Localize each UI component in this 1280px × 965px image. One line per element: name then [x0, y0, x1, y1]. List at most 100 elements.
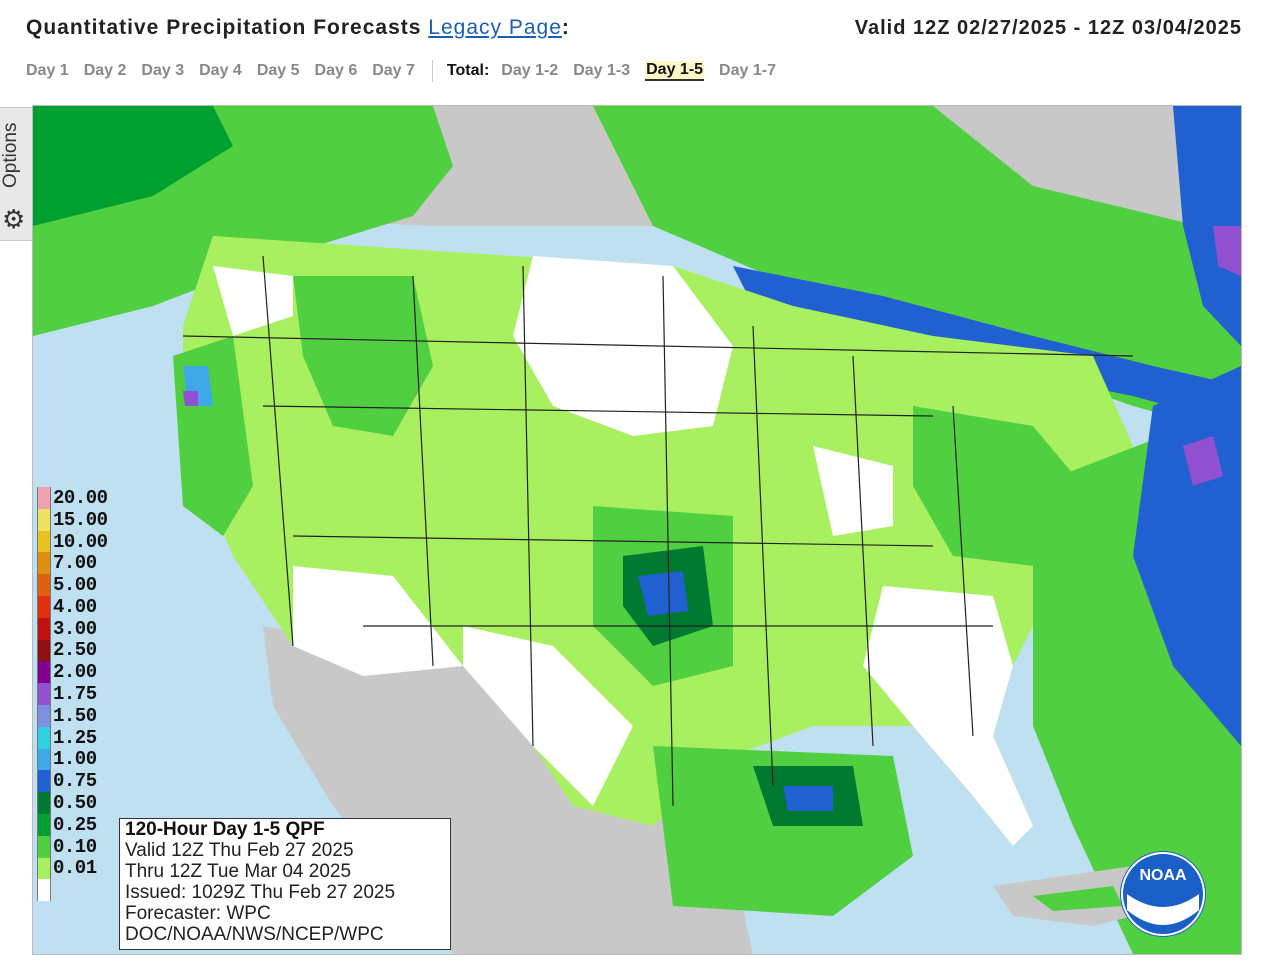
legend-swatch [37, 813, 51, 836]
legend-label: 0.01 [53, 857, 97, 880]
legend-label: 20.00 [53, 486, 108, 509]
legend-swatch [37, 487, 51, 509]
info-title: 120-Hour Day 1-5 QPF [125, 819, 325, 840]
tab-day-3[interactable]: Day 3 [141, 62, 185, 79]
precip-california-max [183, 391, 198, 406]
tab-day-1-3[interactable]: Day 1-3 [573, 62, 631, 79]
legend-swatch [37, 726, 51, 749]
legend-row: 3.00 [37, 618, 121, 640]
precip-cuba [1033, 886, 1123, 911]
tab-day-1-7[interactable]: Day 1-7 [719, 62, 776, 79]
title-text: Quantitative Precipitation Forecasts [26, 16, 422, 39]
dry-northern-plains [513, 256, 733, 436]
info-agency: DOC/NOAA/NWS/NCEP/WPC [125, 924, 384, 945]
precip-gulf-max [783, 786, 833, 811]
legend-row: 20.00 [37, 487, 121, 509]
legend-row: 1.50 [37, 705, 121, 727]
legend-label: 1.25 [53, 726, 97, 749]
precip-pacific-canada-heavy [33, 106, 233, 226]
legend-label: 3.00 [53, 617, 97, 640]
tab-day-1-5[interactable]: Day 1-5 [645, 61, 705, 81]
legend-swatch [37, 879, 51, 902]
info-valid: Valid 12Z Thu Feb 27 2025 [125, 840, 354, 861]
tab-day-1[interactable]: Day 1 [26, 62, 69, 79]
legend-swatch [37, 792, 51, 814]
dry-texas [463, 626, 633, 806]
legend-row: 0.75 [37, 770, 121, 792]
dry-northwest [213, 266, 293, 336]
precip-newfoundland-max [1213, 226, 1241, 276]
legend-row: 15.00 [37, 509, 121, 531]
title-colon: : [561, 16, 570, 39]
tab-day-2[interactable]: Day 2 [83, 62, 127, 79]
precip-offshore-max [1183, 436, 1223, 486]
legend-row [37, 879, 121, 902]
legend-label: 15.00 [53, 508, 108, 531]
precip-legend: 20.00 15.00 10.00 7.00 5.00 4.00 3.00 2.… [37, 487, 121, 902]
legend-swatch [37, 617, 51, 640]
total-label: Total: [446, 62, 490, 79]
tab-day-7[interactable]: Day 7 [372, 62, 415, 79]
noaa-logo: NOAA [1120, 851, 1206, 937]
precip-northern-rockies [293, 276, 433, 436]
tab-day-4[interactable]: Day 4 [199, 62, 242, 79]
day-tabs: Day 1 Day 2 Day 3 Day 4 Day 5 Day 6 Day … [26, 60, 791, 82]
legacy-page-link[interactable]: Legacy Page [428, 16, 562, 39]
legend-swatch [37, 595, 51, 618]
legend-label: 1.75 [53, 683, 97, 706]
legend-swatch [37, 552, 51, 575]
legend-swatch [37, 857, 51, 880]
legend-label: 7.00 [53, 552, 97, 575]
legend-row: 0.25 [37, 814, 121, 836]
legend-row: 1.00 [37, 748, 121, 771]
dry-southeast [863, 586, 1033, 846]
legend-swatch [37, 835, 51, 858]
legend-row: 2.00 [37, 661, 121, 683]
legend-label: 4.00 [53, 595, 97, 618]
legend-swatch [37, 530, 51, 553]
legend-row: 0.10 [37, 836, 121, 858]
legend-row: 1.75 [37, 683, 121, 705]
legend-label: 0.10 [53, 835, 97, 858]
legend-row: 4.00 [37, 596, 121, 618]
legend-label: 0.50 [53, 792, 97, 815]
legend-row: 0.50 [37, 792, 121, 814]
legend-label: 2.50 [53, 639, 97, 662]
options-panel-toggle[interactable]: Options ⚙ [0, 107, 35, 241]
info-forecaster: Forecaster: WPC [125, 903, 271, 924]
legend-label: 1.50 [53, 704, 97, 727]
forecast-info-box: 120-Hour Day 1-5 QPF Valid 12Z Thu Feb 2… [119, 818, 451, 950]
precip-oklahoma-max [638, 571, 688, 616]
page-title: Quantitative Precipitation Forecasts Leg… [26, 16, 570, 40]
dry-ohio-valley [813, 446, 893, 536]
tab-divider [431, 60, 433, 82]
noaa-logo-text: NOAA [1139, 867, 1187, 884]
legend-label: 1.00 [53, 748, 97, 771]
info-thru: Thru 12Z Tue Mar 04 2025 [125, 861, 352, 882]
tab-day-1-2[interactable]: Day 1-2 [501, 62, 559, 79]
legend-label: 2.00 [53, 661, 97, 684]
dry-southwest [293, 566, 463, 676]
legend-row: 2.50 [37, 639, 121, 662]
legend-swatch [37, 748, 51, 771]
legend-swatch [37, 683, 51, 705]
mexico-land [263, 626, 753, 954]
tab-day-5[interactable]: Day 5 [256, 62, 300, 79]
legend-swatch [37, 661, 51, 684]
precip-labrador [1173, 106, 1241, 346]
legend-swatch [37, 704, 51, 727]
legend-row: 5.00 [37, 574, 121, 596]
info-issued: Issued: 1029Z Thu Feb 27 2025 [125, 882, 396, 903]
options-label: Options [0, 122, 21, 188]
legend-swatch [37, 770, 51, 793]
legend-row: 0.01 [37, 857, 121, 880]
legend-label: 0.75 [53, 770, 97, 793]
legend-swatch [37, 574, 51, 596]
legend-row: 10.00 [37, 531, 121, 553]
gear-icon: ⚙ [2, 204, 26, 234]
legend-row: 7.00 [37, 552, 121, 574]
legend-swatch [37, 639, 51, 662]
legend-label: 5.00 [53, 574, 97, 597]
tab-day-6[interactable]: Day 6 [314, 62, 358, 79]
legend-swatch [37, 508, 51, 531]
